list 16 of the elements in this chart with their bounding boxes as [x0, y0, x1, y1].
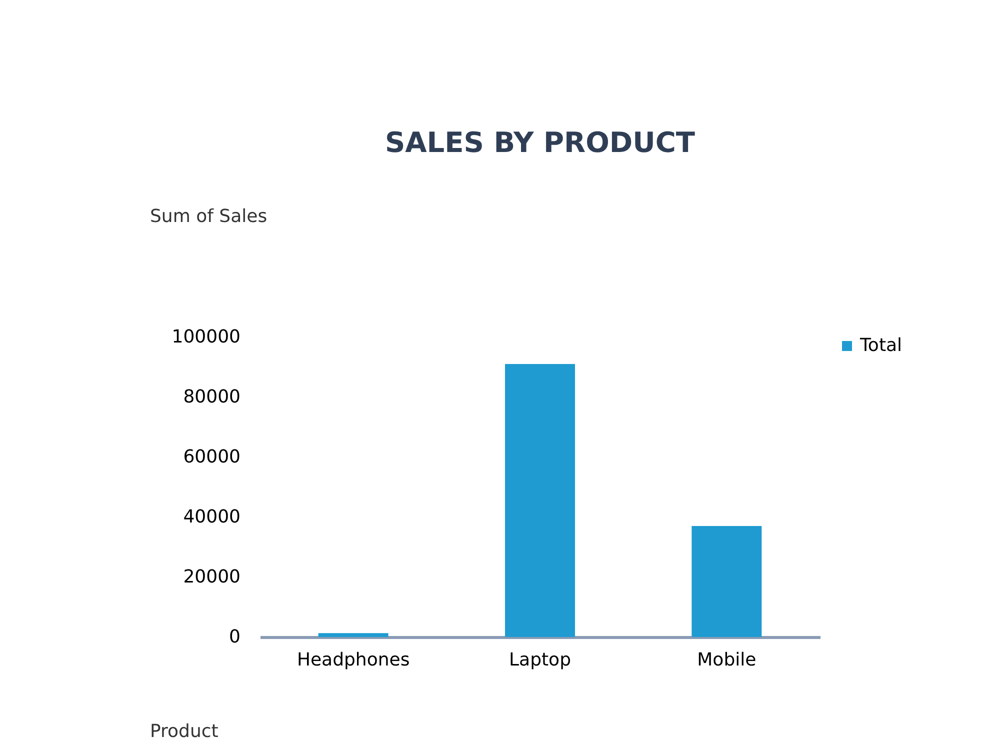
- x-tick-label: Headphones: [296, 650, 410, 670]
- y-tick-label: 60000: [183, 446, 240, 468]
- x-tick-label: Laptop: [509, 650, 571, 670]
- y-tick-label: 40000: [183, 506, 240, 528]
- y-tick-label: 0: [229, 626, 240, 648]
- y-tick-label: 20000: [183, 566, 240, 588]
- text: Product: [150, 721, 218, 742]
- x-tick-label: Mobile: [697, 650, 756, 670]
- bar: [692, 526, 762, 637]
- legend-label: Total: [859, 335, 902, 356]
- y-tick-label: 80000: [183, 386, 240, 408]
- bar: [318, 633, 388, 637]
- chart-title: SALES BY PRODUCT: [384, 126, 696, 159]
- bar: [505, 364, 575, 637]
- y-tick-label: 100000: [172, 326, 240, 348]
- text: Sum of Sales: [150, 206, 268, 227]
